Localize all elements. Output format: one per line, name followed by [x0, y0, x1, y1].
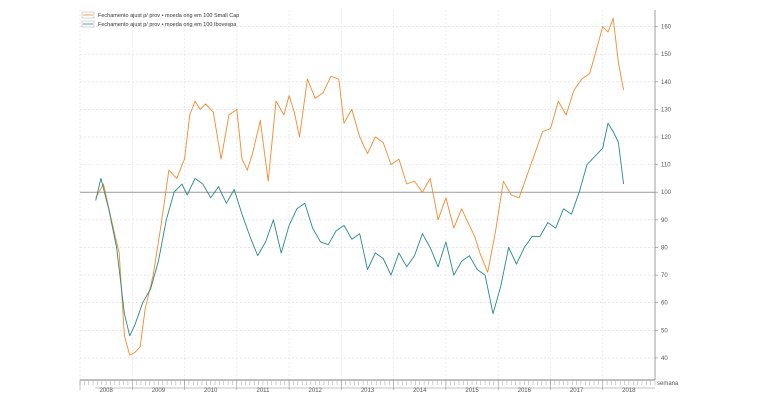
y-tick-label: 160 — [661, 25, 672, 31]
series-line-ibovespa — [95, 122, 625, 337]
x-tick-label: 2018 — [622, 388, 636, 394]
x-axis-label: semana — [657, 381, 679, 387]
legend-label: Fechamento ajust p/ prov • moeda orig em… — [98, 13, 239, 19]
series-line-small-cap — [95, 17, 625, 356]
y-tick-label: 80 — [661, 245, 668, 251]
series-lines — [95, 17, 625, 356]
y-tick-label: 100 — [661, 190, 672, 196]
legend-label: Fechamento ajust p/ prov • moeda orig em… — [98, 22, 237, 28]
x-tick-label: 2010 — [204, 388, 218, 394]
y-tick-label: 60 — [661, 301, 668, 307]
y-tick-label: 50 — [661, 328, 668, 334]
y-tick-label: 70 — [661, 273, 668, 279]
x-tick-label: 2015 — [465, 388, 479, 394]
x-tick-label: 2011 — [257, 388, 271, 394]
x-tick-label: 2017 — [570, 388, 584, 394]
x-tick-label: 2008 — [99, 388, 113, 394]
gridlines — [79, 10, 656, 380]
y-tick-label: 140 — [661, 80, 672, 86]
x-tick-label: 2016 — [518, 388, 532, 394]
x-tick-label: 2013 — [361, 388, 375, 394]
legend: Fechamento ajust p/ prov • moeda orig em… — [81, 11, 239, 28]
y-tick-label: 110 — [661, 163, 671, 169]
y-tick-label: 130 — [661, 107, 672, 113]
y-axis: 40 50 60 70 80 90 100 110 120 130 140 150 160 — [654, 10, 672, 380]
y-tick-label: 120 — [661, 135, 672, 141]
y-tick-label: 40 — [661, 356, 668, 362]
y-tick-label: 150 — [661, 52, 672, 58]
y-tick-label: 90 — [661, 218, 668, 224]
x-axis: 2008 2009 2010 2011 2012 2013 2014 2015 2016 2017… — [79, 379, 656, 394]
x-tick-label: 2009 — [152, 388, 166, 394]
x-tick-label: 2012 — [309, 388, 323, 394]
x-tick-label: 2014 — [413, 388, 427, 394]
